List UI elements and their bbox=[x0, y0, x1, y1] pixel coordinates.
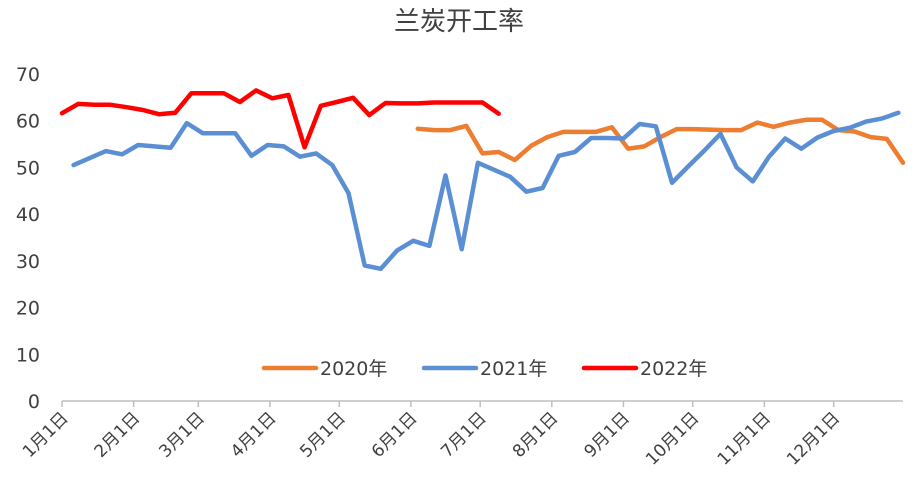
y-tick-label: 60 bbox=[16, 111, 40, 133]
legend-label: 2022年 bbox=[640, 358, 707, 380]
legend-label: 2021年 bbox=[480, 358, 547, 380]
x-tick-label: 6月1日 bbox=[368, 408, 421, 461]
y-tick-label: 50 bbox=[16, 157, 40, 179]
y-tick-label: 30 bbox=[16, 251, 40, 273]
y-tick-label: 10 bbox=[16, 344, 40, 366]
y-tick-label: 0 bbox=[28, 391, 40, 413]
y-axis-ticks: 0 10 20 30 40 50 60 70 bbox=[16, 64, 40, 413]
x-tick-label: 9月1日 bbox=[580, 408, 633, 461]
x-tick-label: 12月1日 bbox=[783, 408, 844, 469]
chart-title: 兰炭开工率 bbox=[394, 7, 524, 37]
x-tick-label: 2月1日 bbox=[91, 408, 144, 461]
x-tick-label: 11月1日 bbox=[714, 408, 775, 469]
x-tick-label: 10月1日 bbox=[642, 408, 703, 469]
x-axis-ticks: 1月1日 2月1日 3月1日 4月1日 5月1日 6月1日 7月1日 8月1日 9月1日 10月1… bbox=[19, 401, 844, 470]
x-tick-label: 3月1日 bbox=[155, 408, 208, 461]
legend-label: 2020年 bbox=[320, 358, 387, 380]
series-line-2 bbox=[71, 110, 901, 272]
y-tick-label: 40 bbox=[16, 204, 40, 226]
x-tick-label: 4月1日 bbox=[227, 408, 280, 461]
y-tick-label: 70 bbox=[16, 64, 40, 86]
x-tick-label: 8月1日 bbox=[509, 408, 562, 461]
series-line-3 bbox=[59, 88, 501, 150]
series-lines bbox=[59, 88, 906, 272]
legend: 2020年 2021年 2022年 bbox=[261, 358, 707, 380]
x-tick-label: 1月1日 bbox=[19, 408, 72, 461]
x-tick-label: 5月1日 bbox=[296, 408, 349, 461]
x-tick-label: 7月1日 bbox=[437, 408, 490, 461]
y-tick-label: 20 bbox=[16, 298, 40, 320]
